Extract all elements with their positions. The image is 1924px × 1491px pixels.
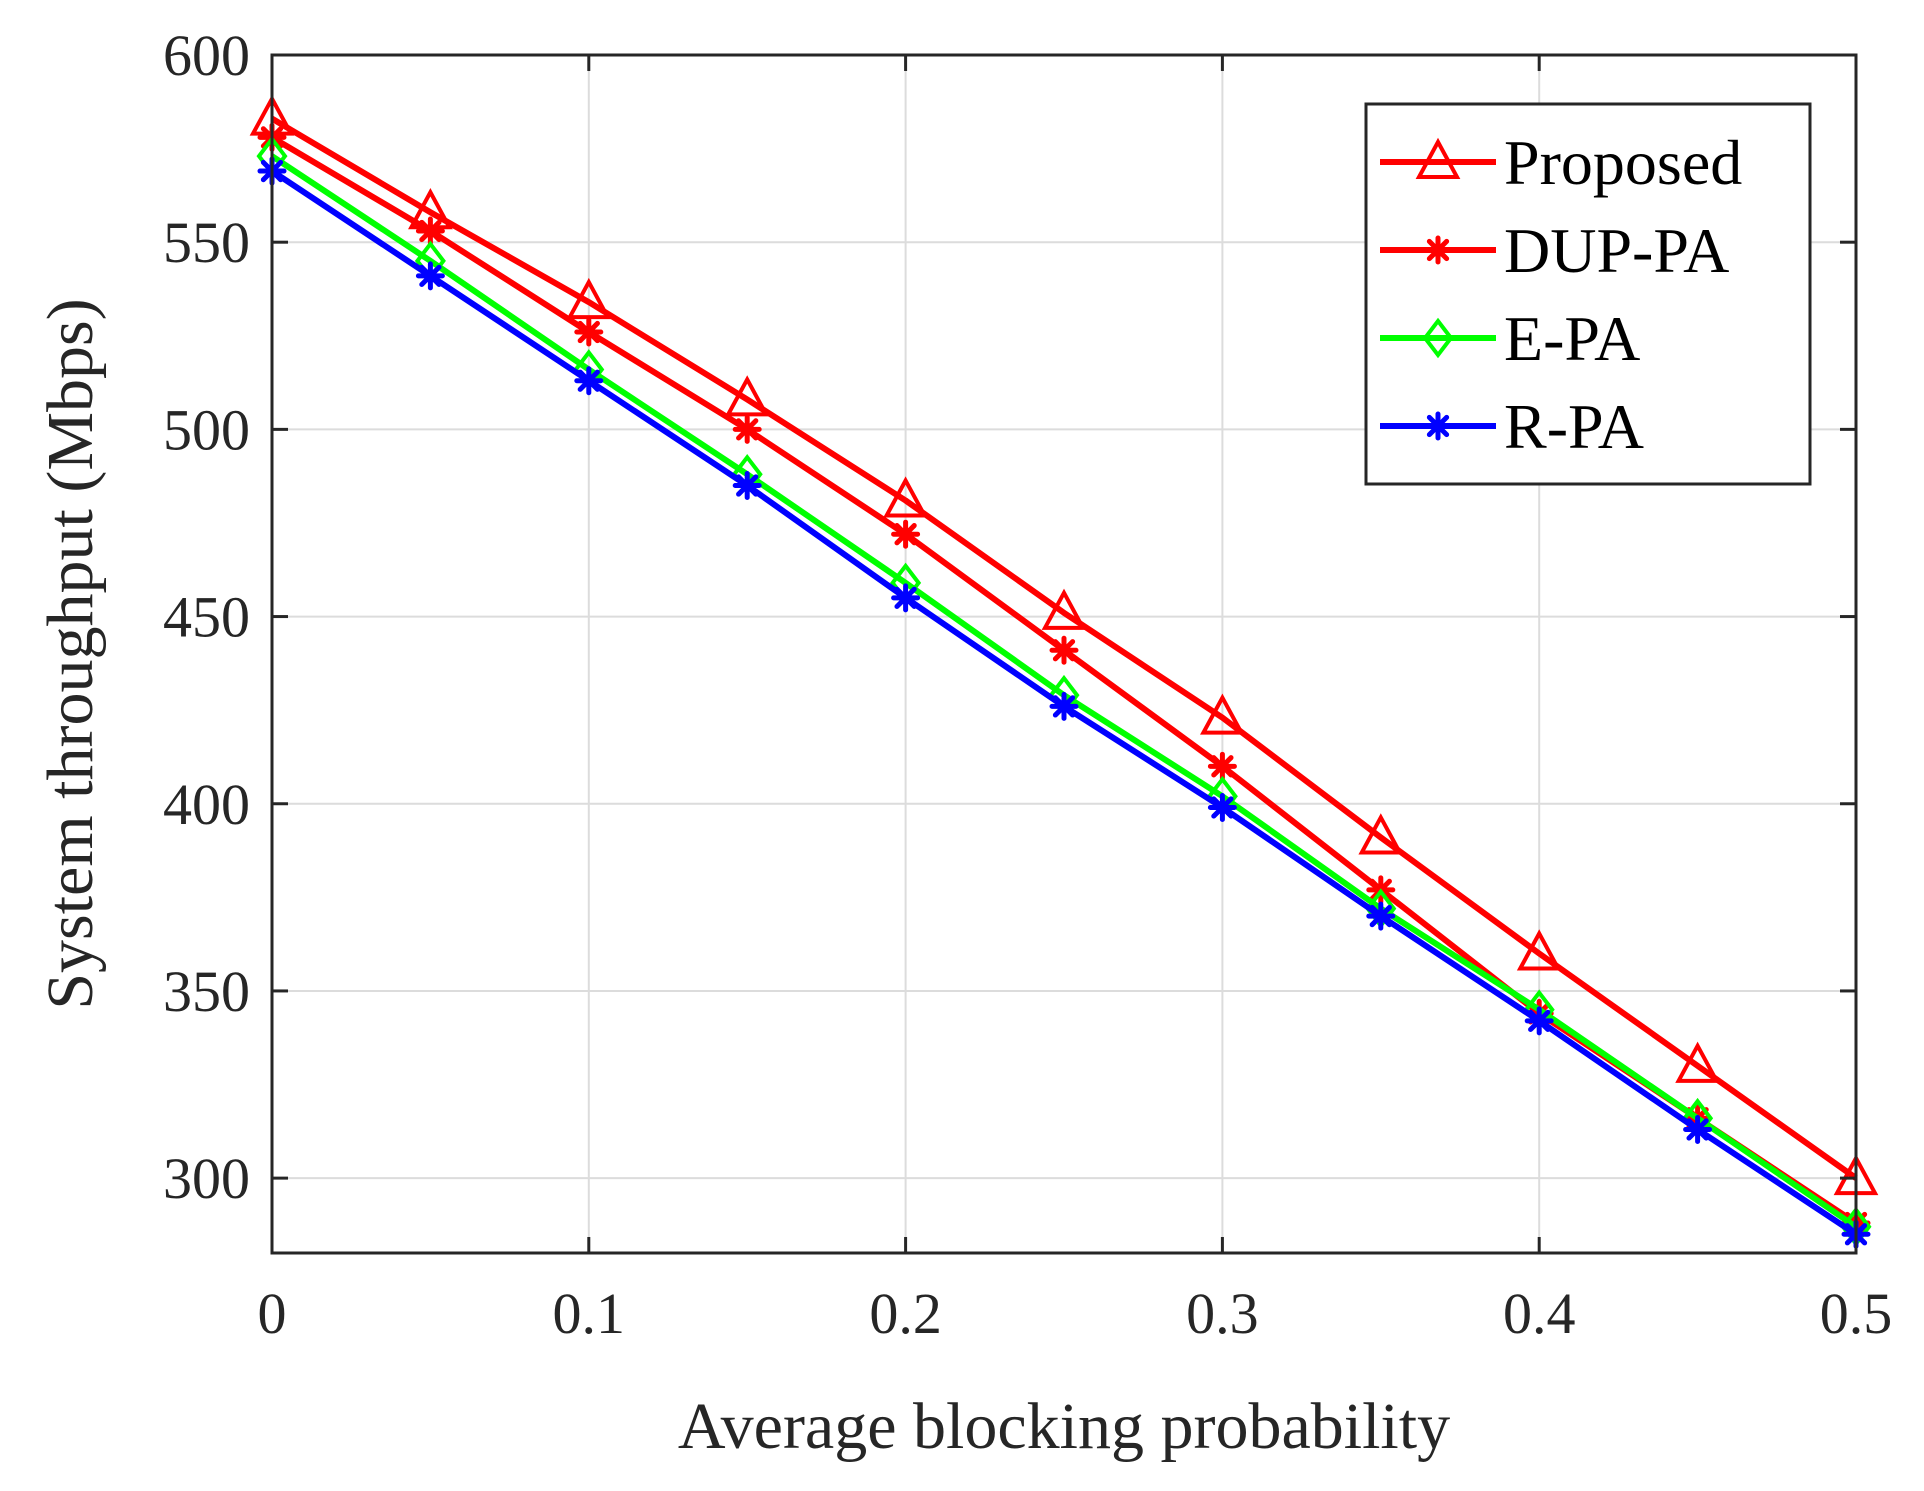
data-point — [1041, 588, 1087, 630]
data-point — [1207, 792, 1237, 822]
series-layer — [249, 94, 1879, 1249]
legend-marker — [1422, 317, 1454, 359]
legend-item: DUP-PA — [1380, 215, 1729, 286]
legend-item: Proposed — [1380, 127, 1742, 198]
data-point — [1683, 1114, 1713, 1144]
legend-label: Proposed — [1504, 127, 1742, 198]
x-tick-label: 0.5 — [1820, 1281, 1893, 1346]
legend-label: DUP-PA — [1504, 215, 1729, 286]
y-tick-label: 550 — [163, 210, 250, 275]
data-point — [883, 476, 928, 518]
data-point — [1366, 901, 1396, 931]
series-line — [270, 116, 1858, 1181]
data-point — [891, 583, 921, 613]
data-point — [1207, 751, 1237, 781]
legend: Proposed DUP-PA E-PA R-PA — [1364, 102, 1812, 486]
plot-area-frame — [270, 53, 1858, 1255]
x-axis-tick-labels: 0 0.1 0.2 0.3 0.4 0.5 — [258, 1281, 1893, 1346]
data-point — [1516, 929, 1562, 971]
data-point — [566, 277, 612, 320]
y-axis-title: System throughput (Mbps) — [34, 298, 107, 1009]
data-point — [1049, 691, 1079, 721]
data-point — [891, 519, 921, 549]
data-point — [1049, 635, 1079, 665]
x-tick-label: 0.2 — [869, 1281, 942, 1346]
axis-ticks — [270, 53, 1858, 1253]
y-tick-label: 500 — [163, 397, 250, 462]
data-point — [1200, 693, 1245, 735]
y-tick-label: 450 — [163, 585, 250, 650]
legend-marker — [1423, 235, 1453, 265]
legend-marker — [1423, 411, 1453, 441]
y-tick-label: 350 — [163, 959, 250, 1024]
data-point — [415, 216, 445, 246]
x-tick-label: 0 — [258, 1281, 287, 1346]
data-point — [732, 414, 762, 444]
legend-item: R-PA — [1380, 391, 1644, 462]
x-axis-title: Average blocking probability — [678, 1390, 1450, 1463]
y-tick-label: 300 — [163, 1146, 250, 1211]
data-point — [732, 471, 762, 501]
y-tick-label: 400 — [163, 772, 250, 837]
data-point — [574, 366, 604, 396]
x-tick-label: 0.3 — [1186, 1281, 1259, 1346]
x-tick-label: 0.1 — [553, 1281, 626, 1346]
data-point — [1524, 1006, 1554, 1036]
legend-label: E-PA — [1504, 303, 1640, 374]
y-axis-tick-labels: 300 350 400 450 500 550 600 — [163, 23, 250, 1211]
legend-label: R-PA — [1504, 391, 1644, 462]
y-tick-label: 600 — [163, 23, 250, 88]
data-point — [1358, 813, 1404, 855]
legend-item: E-PA — [1380, 303, 1640, 374]
data-point — [415, 261, 445, 291]
data-point — [574, 317, 604, 347]
data-point — [1675, 1041, 1720, 1083]
x-tick-label: 0.4 — [1503, 1281, 1576, 1346]
legend-marker — [1415, 137, 1461, 179]
data-point — [724, 375, 770, 417]
